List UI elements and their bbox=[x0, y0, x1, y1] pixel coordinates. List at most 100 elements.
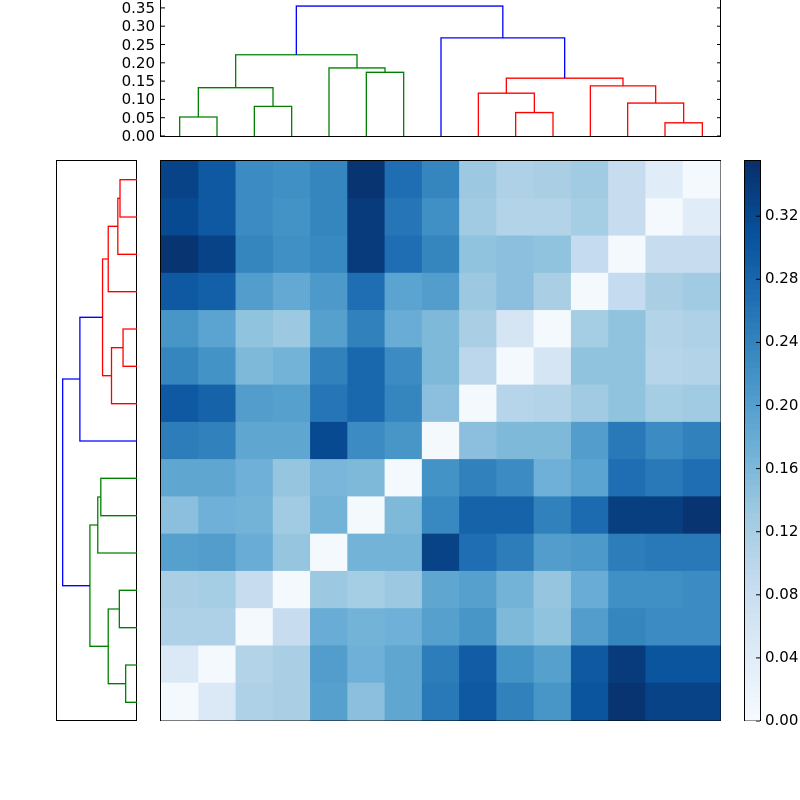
heatmap-cell bbox=[496, 496, 535, 535]
heatmap-cell bbox=[384, 533, 423, 572]
heatmap-cell bbox=[310, 608, 348, 646]
heatmap-cell bbox=[347, 272, 386, 311]
heatmap-cell bbox=[496, 384, 535, 423]
heatmap-cell bbox=[198, 161, 237, 199]
heatmap-cell bbox=[421, 645, 460, 684]
heatmap-cell bbox=[459, 384, 497, 423]
heatmap-cell bbox=[682, 347, 721, 386]
heatmap-cell bbox=[421, 161, 460, 199]
heatmap-cell bbox=[272, 235, 311, 274]
heatmap-cell bbox=[272, 198, 311, 237]
heatmap-cell bbox=[533, 421, 572, 460]
heatmap-cell bbox=[161, 235, 199, 274]
heatmap-cell bbox=[608, 310, 646, 348]
heatmap-cell bbox=[235, 645, 274, 684]
heatmap-cell bbox=[198, 421, 237, 460]
heatmap-cell bbox=[645, 608, 684, 646]
left-dendrogram-plot bbox=[62, 179, 137, 703]
heatmap-cell bbox=[459, 198, 497, 237]
heatmap-cell bbox=[272, 310, 311, 348]
heatmap-cell bbox=[608, 347, 646, 386]
colorbar-tick-label: 0.00 bbox=[765, 711, 799, 729]
heatmap-cell bbox=[272, 645, 311, 684]
colorbar-tick-label: 0.08 bbox=[765, 584, 799, 603]
top-dendrogram-tick-label: 0.30 bbox=[121, 17, 155, 36]
heatmap-cell bbox=[347, 496, 386, 535]
heatmap bbox=[160, 160, 721, 721]
heatmap-cell bbox=[570, 421, 609, 460]
heatmap-cell bbox=[310, 384, 348, 423]
heatmap-cell bbox=[459, 533, 497, 572]
heatmap-cell bbox=[272, 496, 311, 535]
heatmap-cell bbox=[347, 310, 386, 348]
heatmap-cell bbox=[198, 310, 237, 348]
heatmap-cell bbox=[421, 198, 460, 237]
heatmap-cell bbox=[570, 384, 609, 423]
heatmap-cell bbox=[272, 459, 311, 497]
heatmap-cell bbox=[310, 310, 348, 348]
heatmap-cell bbox=[272, 421, 311, 460]
heatmap-cell bbox=[347, 608, 386, 646]
left-dendrogram bbox=[56, 160, 137, 721]
heatmap-cell bbox=[645, 272, 684, 311]
heatmap-cell bbox=[347, 645, 386, 684]
heatmap-cell bbox=[198, 235, 237, 274]
heatmap-cell bbox=[235, 272, 274, 311]
heatmap-cell bbox=[310, 459, 348, 497]
heatmap-cell bbox=[533, 384, 572, 423]
heatmap-cell bbox=[496, 235, 535, 274]
heatmap-cell bbox=[533, 570, 572, 609]
heatmap-cell bbox=[161, 310, 199, 348]
heatmap-cell bbox=[161, 384, 199, 423]
heatmap-cell bbox=[198, 459, 237, 497]
colorbar-tick-label: 0.04 bbox=[765, 647, 799, 666]
heatmap-cell bbox=[161, 682, 199, 721]
heatmap-cell bbox=[235, 570, 274, 609]
heatmap-cell bbox=[198, 347, 237, 386]
heatmap-cell bbox=[645, 421, 684, 460]
heatmap-cell bbox=[310, 682, 348, 721]
heatmap-cell bbox=[645, 533, 684, 572]
heatmap-cell bbox=[347, 235, 386, 274]
heatmap-cell bbox=[682, 198, 721, 237]
heatmap-cell bbox=[608, 570, 646, 609]
heatmap-cell bbox=[645, 645, 684, 684]
heatmap-cell bbox=[161, 608, 199, 646]
heatmap-cell bbox=[459, 347, 497, 386]
heatmap-cell bbox=[608, 496, 646, 535]
heatmap-cell bbox=[384, 645, 423, 684]
top-dendrogram-tick-label: 0.20 bbox=[121, 53, 155, 72]
heatmap-cell bbox=[198, 533, 237, 572]
heatmap-cell bbox=[421, 570, 460, 609]
heatmap-cell bbox=[682, 421, 721, 460]
heatmap-cell bbox=[608, 161, 646, 199]
heatmap-cell bbox=[608, 682, 646, 721]
heatmap-cell bbox=[384, 459, 423, 497]
heatmap-cell bbox=[570, 496, 609, 535]
colorbar-tick-label: 0.24 bbox=[765, 332, 799, 351]
heatmap-cell bbox=[198, 272, 237, 311]
heatmap-cell bbox=[645, 347, 684, 386]
heatmap-cell bbox=[384, 198, 423, 237]
heatmap-cell bbox=[570, 198, 609, 237]
heatmap-cell bbox=[459, 161, 497, 199]
heatmap-cell bbox=[459, 310, 497, 348]
heatmap-cell bbox=[496, 459, 535, 497]
heatmap-cell bbox=[384, 161, 423, 199]
heatmap-cell bbox=[645, 459, 684, 497]
heatmap-cell bbox=[347, 198, 386, 237]
colorbar-tick-label: 0.20 bbox=[765, 395, 799, 414]
heatmap-cell bbox=[496, 645, 535, 684]
heatmap-cell bbox=[384, 608, 423, 646]
heatmap-cell bbox=[570, 533, 609, 572]
heatmap-cell bbox=[533, 161, 572, 199]
heatmap-cell bbox=[310, 496, 348, 535]
heatmap-cell bbox=[272, 384, 311, 423]
heatmap-cell bbox=[570, 459, 609, 497]
heatmap-cell bbox=[272, 682, 311, 721]
heatmap-cell bbox=[272, 570, 311, 609]
heatmap-cell bbox=[347, 459, 386, 497]
heatmap-cell bbox=[570, 608, 609, 646]
heatmap-cell bbox=[459, 645, 497, 684]
heatmap-cell bbox=[459, 459, 497, 497]
